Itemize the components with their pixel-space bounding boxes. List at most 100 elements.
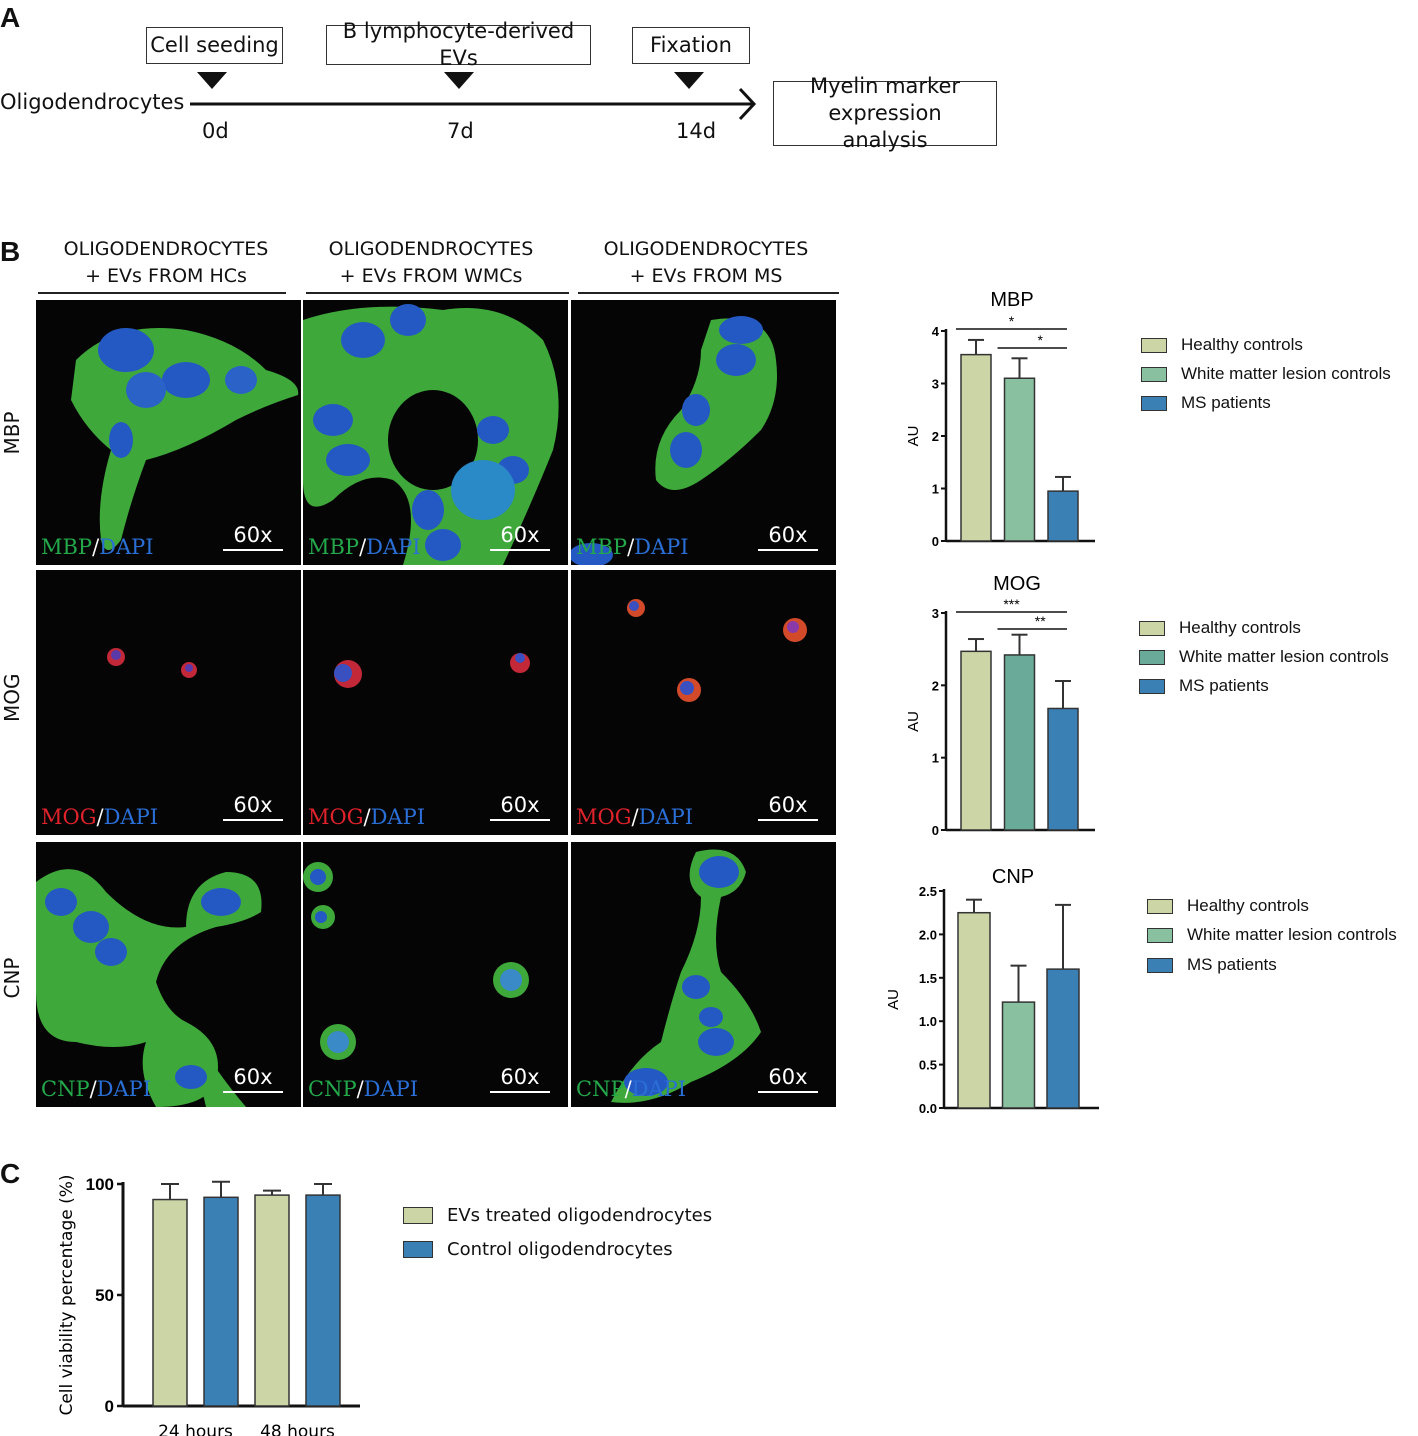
legend-swatch [1139,649,1165,665]
y-axis-label: AU [885,989,902,1010]
stain-separator: / [627,535,635,559]
stain-label: CNP/DAPI [308,1077,418,1101]
y-axis-label: AU [905,711,922,732]
stain-label: MBP/DAPI [576,535,689,559]
cell-staining-image [303,862,529,1060]
legend-swatch [403,1207,433,1224]
scale-bar: 60x [490,523,550,551]
legend-item: Healthy controls [1141,335,1303,355]
significance-label: * [1038,332,1044,348]
column-header-ms: OLIGODENDROCYTES + EVs FROM MS [576,236,836,290]
timeline-marker [674,72,704,89]
column-header-hcs: OLIGODENDROCYTES + EVs FROM HCs [36,236,296,290]
magnification-label: 60x [500,1065,540,1089]
legend-item: Healthy controls [1139,618,1301,638]
micrograph-cnp-ms: CNP/DAPI 60x [571,842,836,1107]
legend-label: Control oligodendrocytes [447,1239,673,1260]
stain-label: CNP/DAPI [41,1077,151,1101]
event-box-evs: B lymphocyte-derived EVs [326,19,591,70]
cell-staining-image [627,599,807,702]
marker-label: MBP [41,535,93,559]
cell-staining-image [611,849,761,1103]
panel-label-a: A [0,2,21,33]
significance-label: * [1009,313,1015,329]
y-axis-label: Cell viability percentage (%) [57,1174,77,1415]
stain-separator: / [96,805,104,829]
bar [1047,490,1079,542]
stain-label: MOG/DAPI [41,805,158,829]
cell-type-label: Oligodendrocytes [0,90,185,114]
chart-title: CNP [992,866,1034,888]
magnification-label: 60x [768,1065,808,1089]
legend-swatch [1141,395,1167,411]
legend-item: White matter lesion controls [1139,647,1389,667]
legend-swatch [1141,366,1167,382]
chart-mbp: MBP AU 0 1 2 3 4 * * [905,289,1095,549]
chart-viability: Cell viability percentage (%) 0 50 100 24 ho… [57,1174,360,1436]
stain-label: CNP/DAPI [576,1077,686,1101]
stain-label: MOG/DAPI [308,805,425,829]
column-header-line2: + EVs FROM WMCs [339,265,523,287]
timeline-marker [197,72,227,89]
scale-bar: 60x [223,793,283,821]
y-tick-label: 1.5 [919,971,937,986]
legend-swatch [1139,678,1165,694]
micrograph-mbp-hcs: MBP/DAPI 60x [36,300,301,565]
day-label-7: 7d [447,119,474,143]
legend-label: White matter lesion controls [1187,925,1397,944]
scale-bar: 60x [758,793,818,821]
chart-title: MOG [993,573,1041,595]
column-header-line1: OLIGODENDROCYTES [63,238,269,260]
significance-label: ** [1035,613,1046,629]
day-label-14: 14d [676,119,717,143]
y-tick-label: 3 [932,606,939,621]
legend-item: MS patients [1141,393,1271,413]
cell-staining-image [334,653,530,688]
y-tick-label: 0 [932,534,939,549]
legend-swatch [1147,957,1173,973]
micrograph-mbp-wmcs: MBP/DAPI 60x [303,300,568,565]
legend-item: White matter lesion controls [1141,364,1391,384]
legend-label: MS patients [1181,393,1271,412]
marker-label: CNP [41,1077,90,1101]
marker-label: MOG [576,805,632,829]
y-tick-label: 3 [932,377,939,392]
legend-item: MS patients [1139,676,1269,696]
counterstain-label: DAPI [638,805,694,829]
y-tick-label: 0.5 [919,1058,937,1073]
y-tick-label: 1 [932,482,939,497]
y-tick-label: 2.5 [919,884,937,899]
legend-label: Healthy controls [1187,896,1309,915]
legend-swatch [403,1241,433,1258]
y-tick-label: 0 [932,823,939,838]
counterstain-label: DAPI [103,805,159,829]
cell-staining-image [107,648,197,678]
legend-item: White matter lesion controls [1147,925,1397,945]
bar [152,1198,188,1407]
x-tick-label: 48 hours [260,1422,335,1436]
legend-swatch [1141,337,1167,353]
bar [1001,1001,1036,1109]
y-tick-label: 2.0 [919,927,937,942]
event-box-fixation: Fixation [632,27,750,64]
scale-bar: 60x [223,1065,283,1093]
column-header-line2: + EVs FROM HCs [85,265,247,287]
counterstain-label: DAPI [96,1077,152,1101]
event-box-cell-seeding: Cell seeding [146,27,283,64]
stain-separator: / [92,535,100,559]
marker-label: MBP [308,535,360,559]
chart-title: MBP [990,289,1033,311]
legend-label: MS patients [1179,676,1269,695]
x-tick-label: 24 hours [158,1422,233,1436]
scale-bar: 60x [223,523,283,551]
y-tick-label: 0 [105,1397,114,1416]
scale-bar: 60x [758,1065,818,1093]
bar [1003,377,1036,542]
marker-label: MOG [308,805,364,829]
scale-bar: 60x [490,793,550,821]
event-box-analysis: Myelin marker expression analysis [773,74,997,152]
column-underline [578,292,839,294]
magnification-label: 60x [233,1065,273,1089]
column-underline [306,292,569,294]
